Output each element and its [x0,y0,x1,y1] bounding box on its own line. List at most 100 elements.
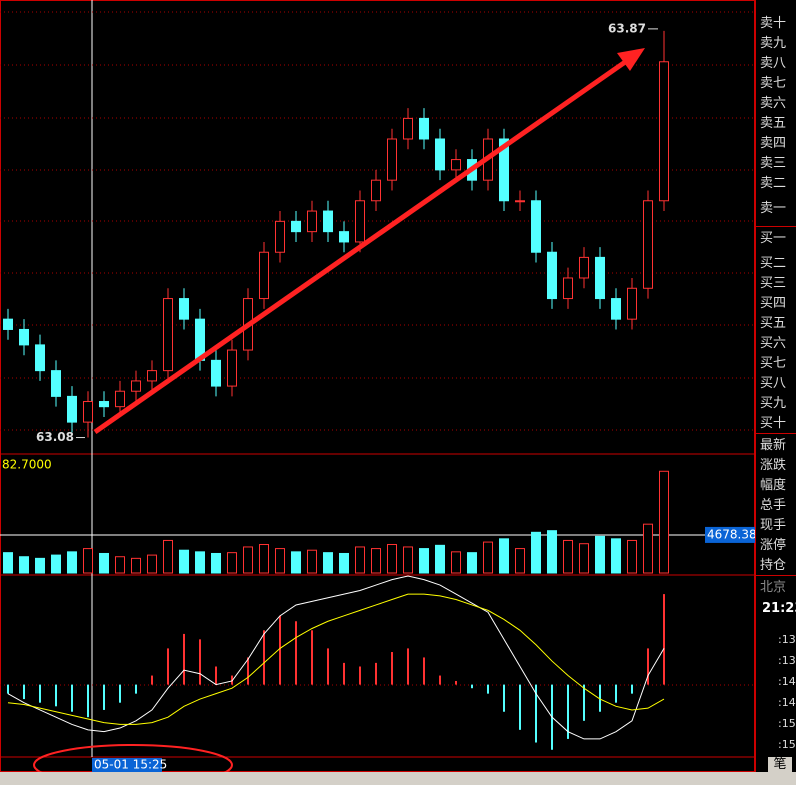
candle-body [531,200,541,253]
volume-bar [339,552,349,574]
clock: 21:23 [762,601,796,616]
sidebar-label: 买八 [760,376,787,391]
candle-body [659,61,669,202]
time-tick: :13 [778,654,796,667]
candle-body [499,138,509,202]
volume-bar [99,552,109,574]
volume-bar [307,549,317,574]
volume-bar [211,552,221,574]
volume-bar [499,538,509,574]
sidebar-divider [756,226,796,227]
volume-bar [35,557,45,574]
sidebar-label: 卖五 [760,116,787,131]
chart: 63.87 63.08 82.7000 4678.38 05-01 15:25 [0,0,755,772]
cursor-time-box [92,758,162,772]
volume-bar [387,544,397,574]
candle-body [115,390,125,408]
candle-body [51,370,61,397]
candle-body [435,138,445,171]
volume-bar [483,541,493,574]
volume-bar [227,552,237,574]
volume-bar [243,546,253,574]
candle-body [371,179,381,202]
sidebar-label: 卖一 [760,201,787,216]
volume-bar [451,551,461,574]
time-tick: :13 [778,633,796,646]
candle-body [643,200,653,289]
sidebar-label: 买二 [760,256,787,271]
candle-body [147,370,157,382]
cursor-time: 05-01 15:25 [94,758,167,772]
candle-body [291,220,301,233]
time-tick: :14 [778,696,796,709]
sidebar-label: 现手 [760,518,787,533]
volume-bar [131,557,141,574]
volume-bar [467,552,477,574]
time-tick: :15 [778,738,796,751]
sidebar-label: 买九 [760,396,787,411]
volume-bar [19,556,29,574]
volume-bar [147,554,157,574]
candle-body [403,117,413,140]
sidebar-label: 卖九 [760,36,787,51]
volume-bar [627,539,637,574]
candle-body [387,138,397,181]
sidebar-label: 买三 [760,276,787,291]
candle-body [611,298,621,320]
candle-body [451,159,461,171]
volume-bar [515,548,525,574]
sidebar-label: 卖八 [760,56,787,71]
trend-arrow [93,57,630,435]
sidebar-label: 买五 [760,316,787,331]
volume-label: 82.7000 [2,458,52,472]
quote-sidebar: 卖十 卖九 卖八 卖七 卖六 卖五 卖四 卖三 卖二 卖一 买一 买二 买三 买四 买五 买六 买七 买八 买九 买十… [755,0,796,773]
volume-bar [355,546,365,574]
candle-body [419,117,429,140]
candle-body [323,210,333,233]
sidebar-label: 幅度 [760,478,787,493]
sidebar-divider [756,433,796,434]
volume-bar [563,539,573,574]
candle-body [67,395,77,423]
trend-arrowhead [617,48,645,71]
volume-bar [163,539,173,574]
candle-body [515,200,525,203]
volume-bar [547,530,557,574]
candle-body [179,298,189,320]
sidebar-label: 买六 [760,336,787,351]
candle-body [19,328,29,346]
time-tick: :14 [778,675,796,688]
current-volume: 4678.38 [707,527,755,541]
candle-body [595,256,605,300]
candle-body [259,251,269,300]
sidebar-label: 涨停 [760,538,787,553]
volume-bar [595,535,605,574]
volume-bar [51,554,61,574]
candle-body [355,200,365,243]
sidebar-divider [756,575,796,576]
status-bar [0,772,796,785]
candle-body [563,277,573,300]
sidebar-label: 持仓 [760,558,787,573]
volume-bar [611,538,621,574]
candle-body [163,298,173,372]
volume-bar [67,551,77,574]
volume-bar [419,548,429,574]
candle-body [339,231,349,243]
candle-body [3,318,13,330]
time-tick: :15 [778,717,796,730]
volume-bar [579,543,589,574]
sidebar-label: 卖十 [760,16,787,31]
volume-bar [659,470,669,574]
candle-body [547,251,557,300]
current-volume-box [705,526,755,543]
macd-dea-line [7,593,665,725]
candle-body [99,401,109,408]
low-price-label: 63.08 [36,430,74,444]
sidebar-label: 买一 [760,231,787,246]
sidebar-label: 买十 [760,416,787,431]
volume-bar [643,523,653,574]
candle-body [83,401,93,423]
macd-dif-line [7,575,665,740]
